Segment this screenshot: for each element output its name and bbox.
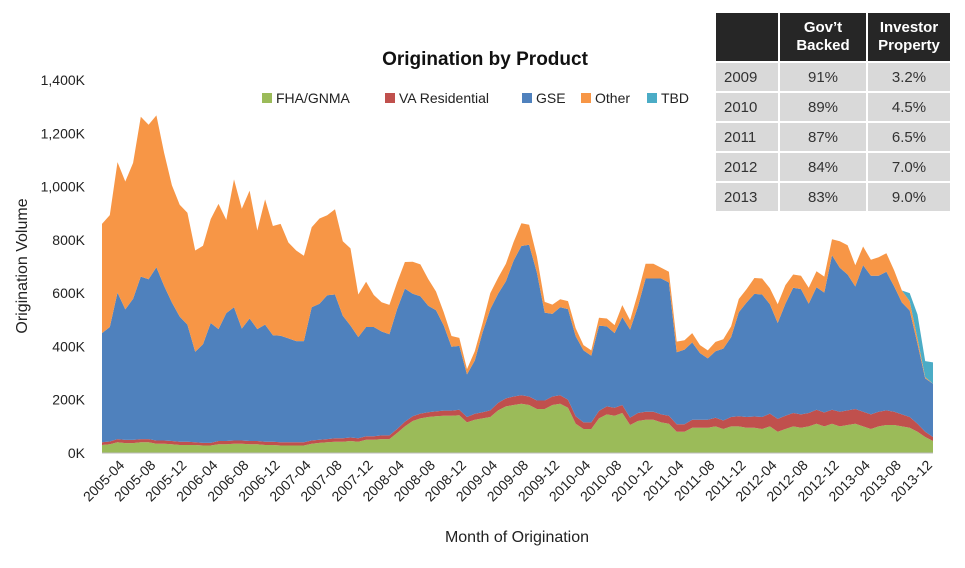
y-tick-label: 800K (52, 232, 85, 248)
table-row: 2012 84% 7.0% (716, 151, 950, 182)
y-tick-label: 1,200K (41, 125, 86, 141)
x-axis-title: Month of Origination (445, 529, 589, 546)
y-axis-title: Origination Volume (14, 198, 31, 333)
chart-title: Origination by Product (382, 49, 589, 70)
table-cell-gov: 91% (779, 61, 868, 92)
chart-areas (102, 115, 933, 453)
y-tick-label: 1,400K (41, 72, 86, 88)
y-tick-label: 600K (52, 285, 85, 301)
legend-swatch-tbd (647, 93, 657, 103)
table-header-gov: Gov’t Backed (779, 13, 868, 62)
table-header-investor: Investor Property (867, 13, 950, 62)
table-cell-gov: 89% (779, 91, 868, 122)
area-va-residential (102, 395, 933, 446)
table-cell-year: 2010 (716, 91, 780, 122)
legend-label-gse: GSE (536, 90, 566, 106)
table-cell-gov: 83% (779, 181, 868, 211)
y-axis: 0K 200K 400K 600K 800K 1,000K 1,200K 1,400K (41, 72, 86, 461)
area-fha-gnma (102, 403, 933, 453)
y-tick-label: 0K (68, 445, 86, 461)
x-axis: 2005-042005-082005-122006-042006-082006-… (80, 452, 935, 504)
table-cell-investor: 4.5% (867, 91, 950, 122)
table-row: 2013 83% 9.0% (716, 181, 950, 211)
legend-label-other: Other (595, 90, 630, 106)
y-tick-label: 200K (52, 392, 85, 408)
table-row: 2009 91% 3.2% (716, 61, 950, 92)
legend-swatch-gse (522, 93, 532, 103)
table-cell-gov: 84% (779, 151, 868, 182)
legend-swatch-other (581, 93, 591, 103)
area-other (102, 115, 933, 384)
legend-label-fha-gnma: FHA/GNMA (276, 90, 351, 106)
chart-legend: FHA/GNMA VA Residential GSE Other TBD (262, 90, 689, 106)
table-cell-year: 2013 (716, 181, 780, 211)
y-tick-label: 400K (52, 338, 85, 354)
table-cell-investor: 6.5% (867, 121, 950, 152)
table-cell-investor: 9.0% (867, 181, 950, 211)
area-gse (102, 244, 933, 443)
y-tick-label: 1,000K (41, 179, 86, 195)
table-cell-year: 2012 (716, 151, 780, 182)
table-cell-gov: 87% (779, 121, 868, 152)
table-cell-investor: 3.2% (867, 61, 950, 92)
table-row: 2011 87% 6.5% (716, 121, 950, 152)
table-cell-year: 2011 (716, 121, 780, 152)
legend-label-tbd: TBD (661, 90, 689, 106)
table-header-corner (716, 13, 780, 62)
table-cell-year: 2009 (716, 61, 780, 92)
table-cell-investor: 7.0% (867, 151, 950, 182)
legend-swatch-fha-gnma (262, 93, 272, 103)
legend-swatch-va-residential (385, 93, 395, 103)
table-row: 2010 89% 4.5% (716, 91, 950, 122)
legend-label-va-residential: VA Residential (399, 90, 489, 106)
table-header-row: Gov’t Backed Investor Property (716, 13, 950, 62)
stats-table: Gov’t Backed Investor Property 2009 91% 3.… (716, 13, 950, 211)
